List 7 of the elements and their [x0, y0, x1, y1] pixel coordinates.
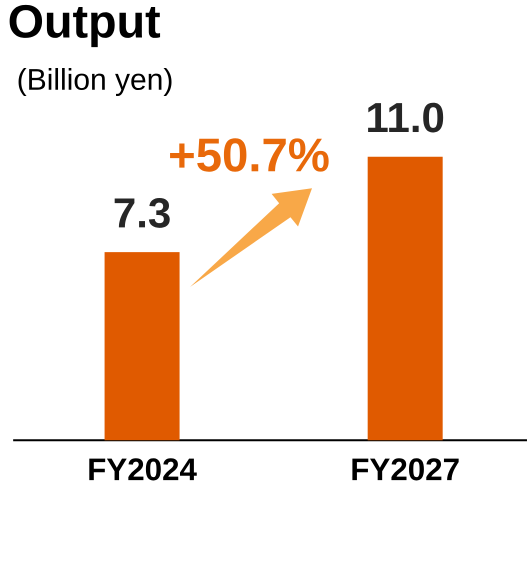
annotation: +50.7% [170, 138, 329, 172]
chart-title: Output [10, 4, 160, 48]
chart-subtitle: (Billion yen) [18, 68, 172, 96]
data-label: 7.3 [114, 198, 170, 228]
x-tick-label: FY2027 [352, 458, 459, 480]
data-label: 11.0 [368, 102, 444, 132]
x-tick-label: FY2024 [89, 458, 197, 480]
